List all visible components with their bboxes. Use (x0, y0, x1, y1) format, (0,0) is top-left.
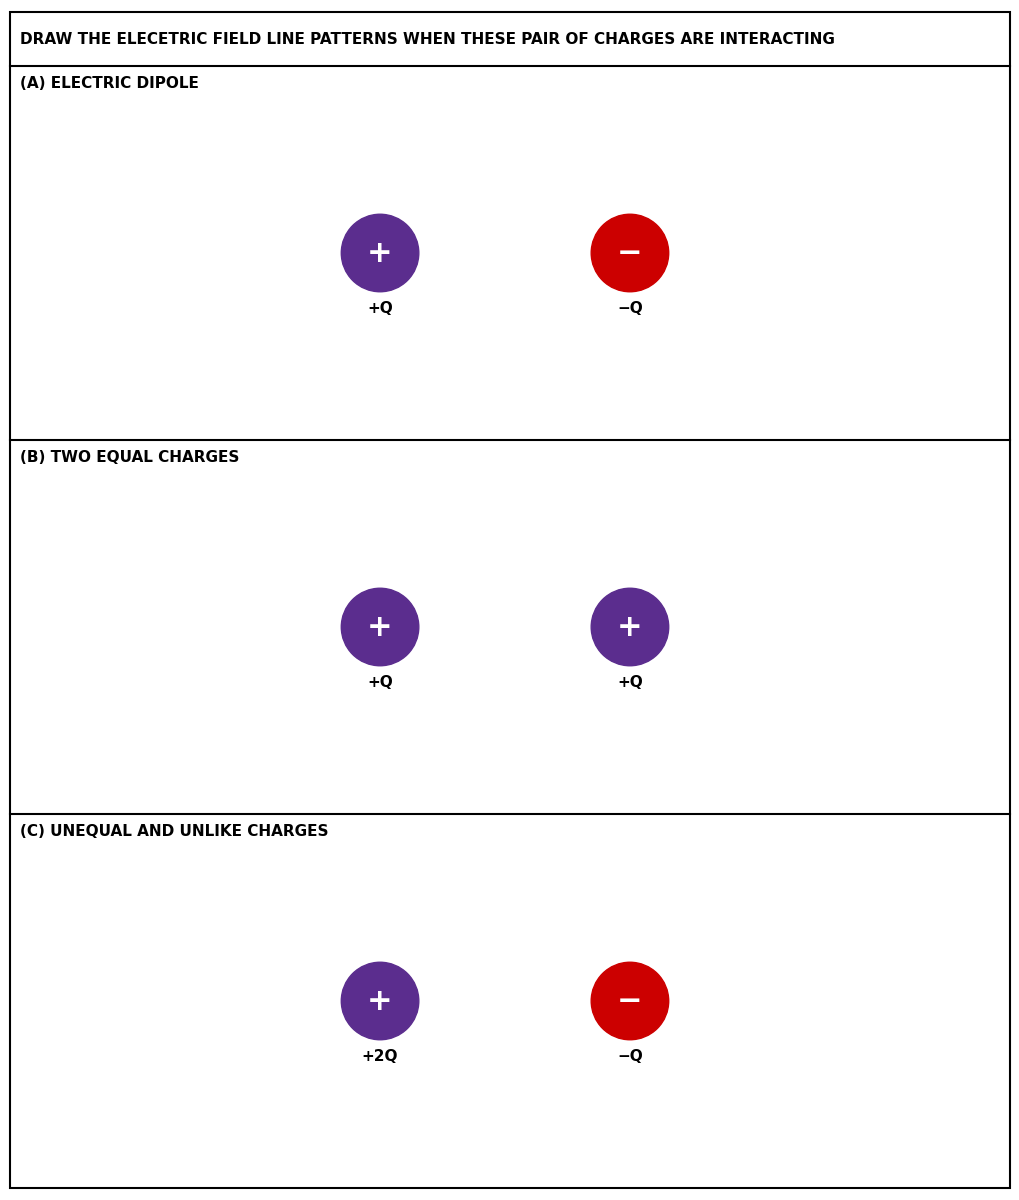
Text: +: + (367, 612, 392, 642)
Ellipse shape (341, 962, 419, 1039)
Text: +Q: +Q (367, 301, 392, 317)
Ellipse shape (591, 588, 668, 666)
Text: (B) TWO EQUAL CHARGES: (B) TWO EQUAL CHARGES (20, 450, 239, 464)
Text: +: + (616, 612, 642, 642)
Text: −Q: −Q (616, 301, 642, 317)
Ellipse shape (341, 588, 419, 666)
Text: −: − (616, 986, 642, 1015)
Ellipse shape (591, 215, 668, 292)
Text: +2Q: +2Q (362, 1049, 397, 1064)
Text: +Q: +Q (367, 676, 392, 690)
Text: −: − (616, 239, 642, 268)
Text: +: + (367, 239, 392, 268)
Text: −Q: −Q (616, 1049, 642, 1064)
Ellipse shape (591, 962, 668, 1039)
Text: (C) UNEQUAL AND UNLIKE CHARGES: (C) UNEQUAL AND UNLIKE CHARGES (20, 823, 328, 839)
Text: (A) ELECTRIC DIPOLE: (A) ELECTRIC DIPOLE (20, 76, 199, 91)
Text: +: + (367, 986, 392, 1015)
Text: +Q: +Q (616, 676, 642, 690)
Ellipse shape (341, 215, 419, 292)
Text: DRAW THE ELECETRIC FIELD LINE PATTERNS WHEN THESE PAIR OF CHARGES ARE INTERACTIN: DRAW THE ELECETRIC FIELD LINE PATTERNS W… (20, 31, 835, 47)
